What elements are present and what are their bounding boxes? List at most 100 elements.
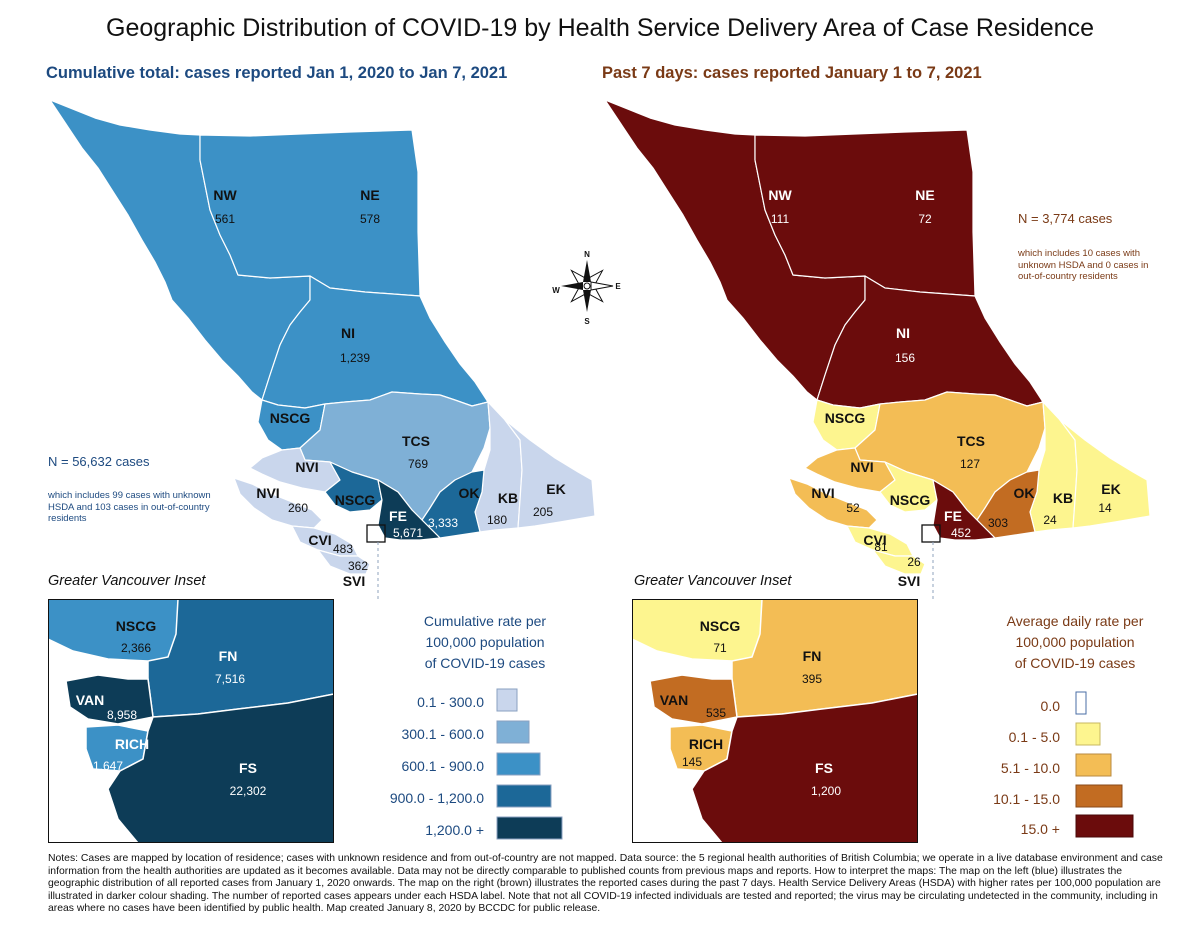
label-nscg: NSCG <box>270 410 311 426</box>
region-ok[interactable] <box>976 469 1040 539</box>
value-ni: 156 <box>895 351 915 365</box>
label-nw: NW <box>768 187 792 203</box>
left-n-total: N = 56,632 cases <box>48 454 150 469</box>
value-fe: 5,671 <box>393 526 423 540</box>
right-legend-title-line: 100,000 population <box>1015 634 1135 650</box>
value-nw: 111 <box>771 212 790 226</box>
right-legend-title-line: of COVID-19 cases <box>1014 655 1136 671</box>
label-ne: NE <box>915 187 934 203</box>
right-legend-label: 0.0 <box>1040 698 1060 714</box>
inset-value-fn: 7,516 <box>215 672 245 686</box>
label-nvi-island: NVI <box>256 485 279 501</box>
left-legend-label: 600.1 - 900.0 <box>401 758 484 774</box>
compass-north-arm <box>583 260 591 282</box>
region-svi[interactable] <box>317 549 371 575</box>
region-nvi-island[interactable] <box>788 477 878 529</box>
value-tcs: 769 <box>408 457 428 471</box>
label-ni: NI <box>341 325 355 341</box>
region-nvi-coast[interactable] <box>804 447 896 493</box>
label-ne: NE <box>360 187 379 203</box>
right-map: NW NE NI NSCG TCS NVI NVI NSCG FE OK KB … <box>604 99 1151 600</box>
right-legend-swatches <box>1075 691 1134 838</box>
region-ek[interactable] <box>504 419 596 529</box>
inset-locator-line <box>377 542 379 600</box>
inset-label-fs: FS <box>815 760 833 776</box>
region-nvi-island[interactable] <box>233 477 323 529</box>
inset-value-van: 8,958 <box>107 708 137 722</box>
right-inset-title: Greater Vancouver Inset <box>634 573 792 589</box>
label-fe: FE <box>389 508 407 524</box>
left-legend-label: 0.1 - 300.0 <box>417 694 484 710</box>
left-legend-title-line: Cumulative rate per <box>423 613 547 629</box>
value-ne: 72 <box>918 212 932 226</box>
left-map-subtitle: Cumulative total: cases reported Jan 1, … <box>46 64 508 82</box>
inset-value-fn: 395 <box>802 672 822 686</box>
right-legend-label: 5.1 - 10.0 <box>1000 760 1060 776</box>
compass-w: W <box>552 286 560 295</box>
right-n-note: which includes 10 cases with unknown HSD… <box>1018 248 1149 282</box>
footer-notes: Notes: Cases are mapped by location of r… <box>48 853 1163 915</box>
inset-value-fs: 22,302 <box>230 784 267 798</box>
label-fe: FE <box>944 508 962 524</box>
left-legend-title: Cumulative rate per 100,000 population o… <box>395 611 575 674</box>
label-nscg: NSCG <box>825 410 866 426</box>
left-map: NW NE NI NSCG TCS NVI NVI NSCG FE OK KB … <box>49 99 596 600</box>
region-nscg-sunshine[interactable] <box>324 461 383 513</box>
inset-region-fs[interactable] <box>691 693 918 843</box>
label-ek: EK <box>546 481 565 497</box>
region-svi[interactable] <box>872 549 926 575</box>
region-fe[interactable] <box>377 479 441 541</box>
right-legend-swatch <box>1075 722 1101 746</box>
left-legend-title-line: of COVID-19 cases <box>424 655 546 671</box>
inset-label-nscg: NSCG <box>700 618 741 634</box>
inset-label-fn: FN <box>219 648 238 664</box>
label-kb: KB <box>498 490 518 506</box>
value-ok: 303 <box>988 516 1008 530</box>
left-inset-title: Greater Vancouver Inset <box>48 573 206 589</box>
right-legend-swatch <box>1075 753 1112 777</box>
right-legend-swatch <box>1075 691 1087 715</box>
inset-label-rich: RICH <box>689 736 723 752</box>
left-legend-swatch <box>496 816 563 840</box>
region-ok[interactable] <box>421 469 485 539</box>
inset-region-nscg[interactable] <box>632 599 763 662</box>
value-kb: 24 <box>1043 513 1057 527</box>
label-ek: EK <box>1101 481 1120 497</box>
value-nvi-island: 52 <box>846 501 860 515</box>
inset-value-nscg: 2,366 <box>121 641 151 655</box>
compass-east-arm <box>590 281 614 291</box>
left-legend-swatch <box>496 752 541 776</box>
left-legend-swatch <box>496 688 518 712</box>
right-legend-swatch <box>1075 784 1123 808</box>
label-kb: KB <box>1053 490 1073 506</box>
inset-value-fs: 1,200 <box>811 784 841 798</box>
compass-n: N <box>584 250 590 259</box>
region-nvi-coast[interactable] <box>249 447 341 493</box>
compass-west-arm <box>561 282 583 290</box>
region-nscg-sunshine[interactable] <box>879 461 938 513</box>
label-ok: OK <box>1014 485 1035 501</box>
left-legend-swatch <box>496 720 530 744</box>
right-legend-swatch <box>1075 814 1134 838</box>
region-ek[interactable] <box>1059 419 1151 529</box>
label-svi: SVI <box>343 573 366 589</box>
region-fe[interactable] <box>932 479 996 541</box>
inset-label-van: VAN <box>660 692 689 708</box>
inset-region-fs[interactable] <box>107 693 334 843</box>
value-ni: 1,239 <box>340 351 370 365</box>
inset-label-fs: FS <box>239 760 257 776</box>
left-legend-swatch <box>496 784 552 808</box>
left-inset-map: NSCG FN VAN RICH FS 2,366 7,516 8,958 1,… <box>48 599 334 843</box>
right-legend-label: 10.1 - 15.0 <box>993 791 1060 807</box>
value-ok: 3,333 <box>428 516 458 530</box>
compass-south-arm <box>583 290 591 312</box>
compass-center <box>583 282 591 290</box>
label-nw: NW <box>213 187 237 203</box>
label-nvi: NVI <box>295 459 318 475</box>
label-cvi: CVI <box>863 532 886 548</box>
inset-label-van: VAN <box>76 692 105 708</box>
left-legend-label: 1,200.0 + <box>425 822 484 838</box>
right-map-subtitle: Past 7 days: cases reported January 1 to… <box>602 64 982 82</box>
label-ok: OK <box>459 485 480 501</box>
inset-region-nscg[interactable] <box>48 599 179 662</box>
